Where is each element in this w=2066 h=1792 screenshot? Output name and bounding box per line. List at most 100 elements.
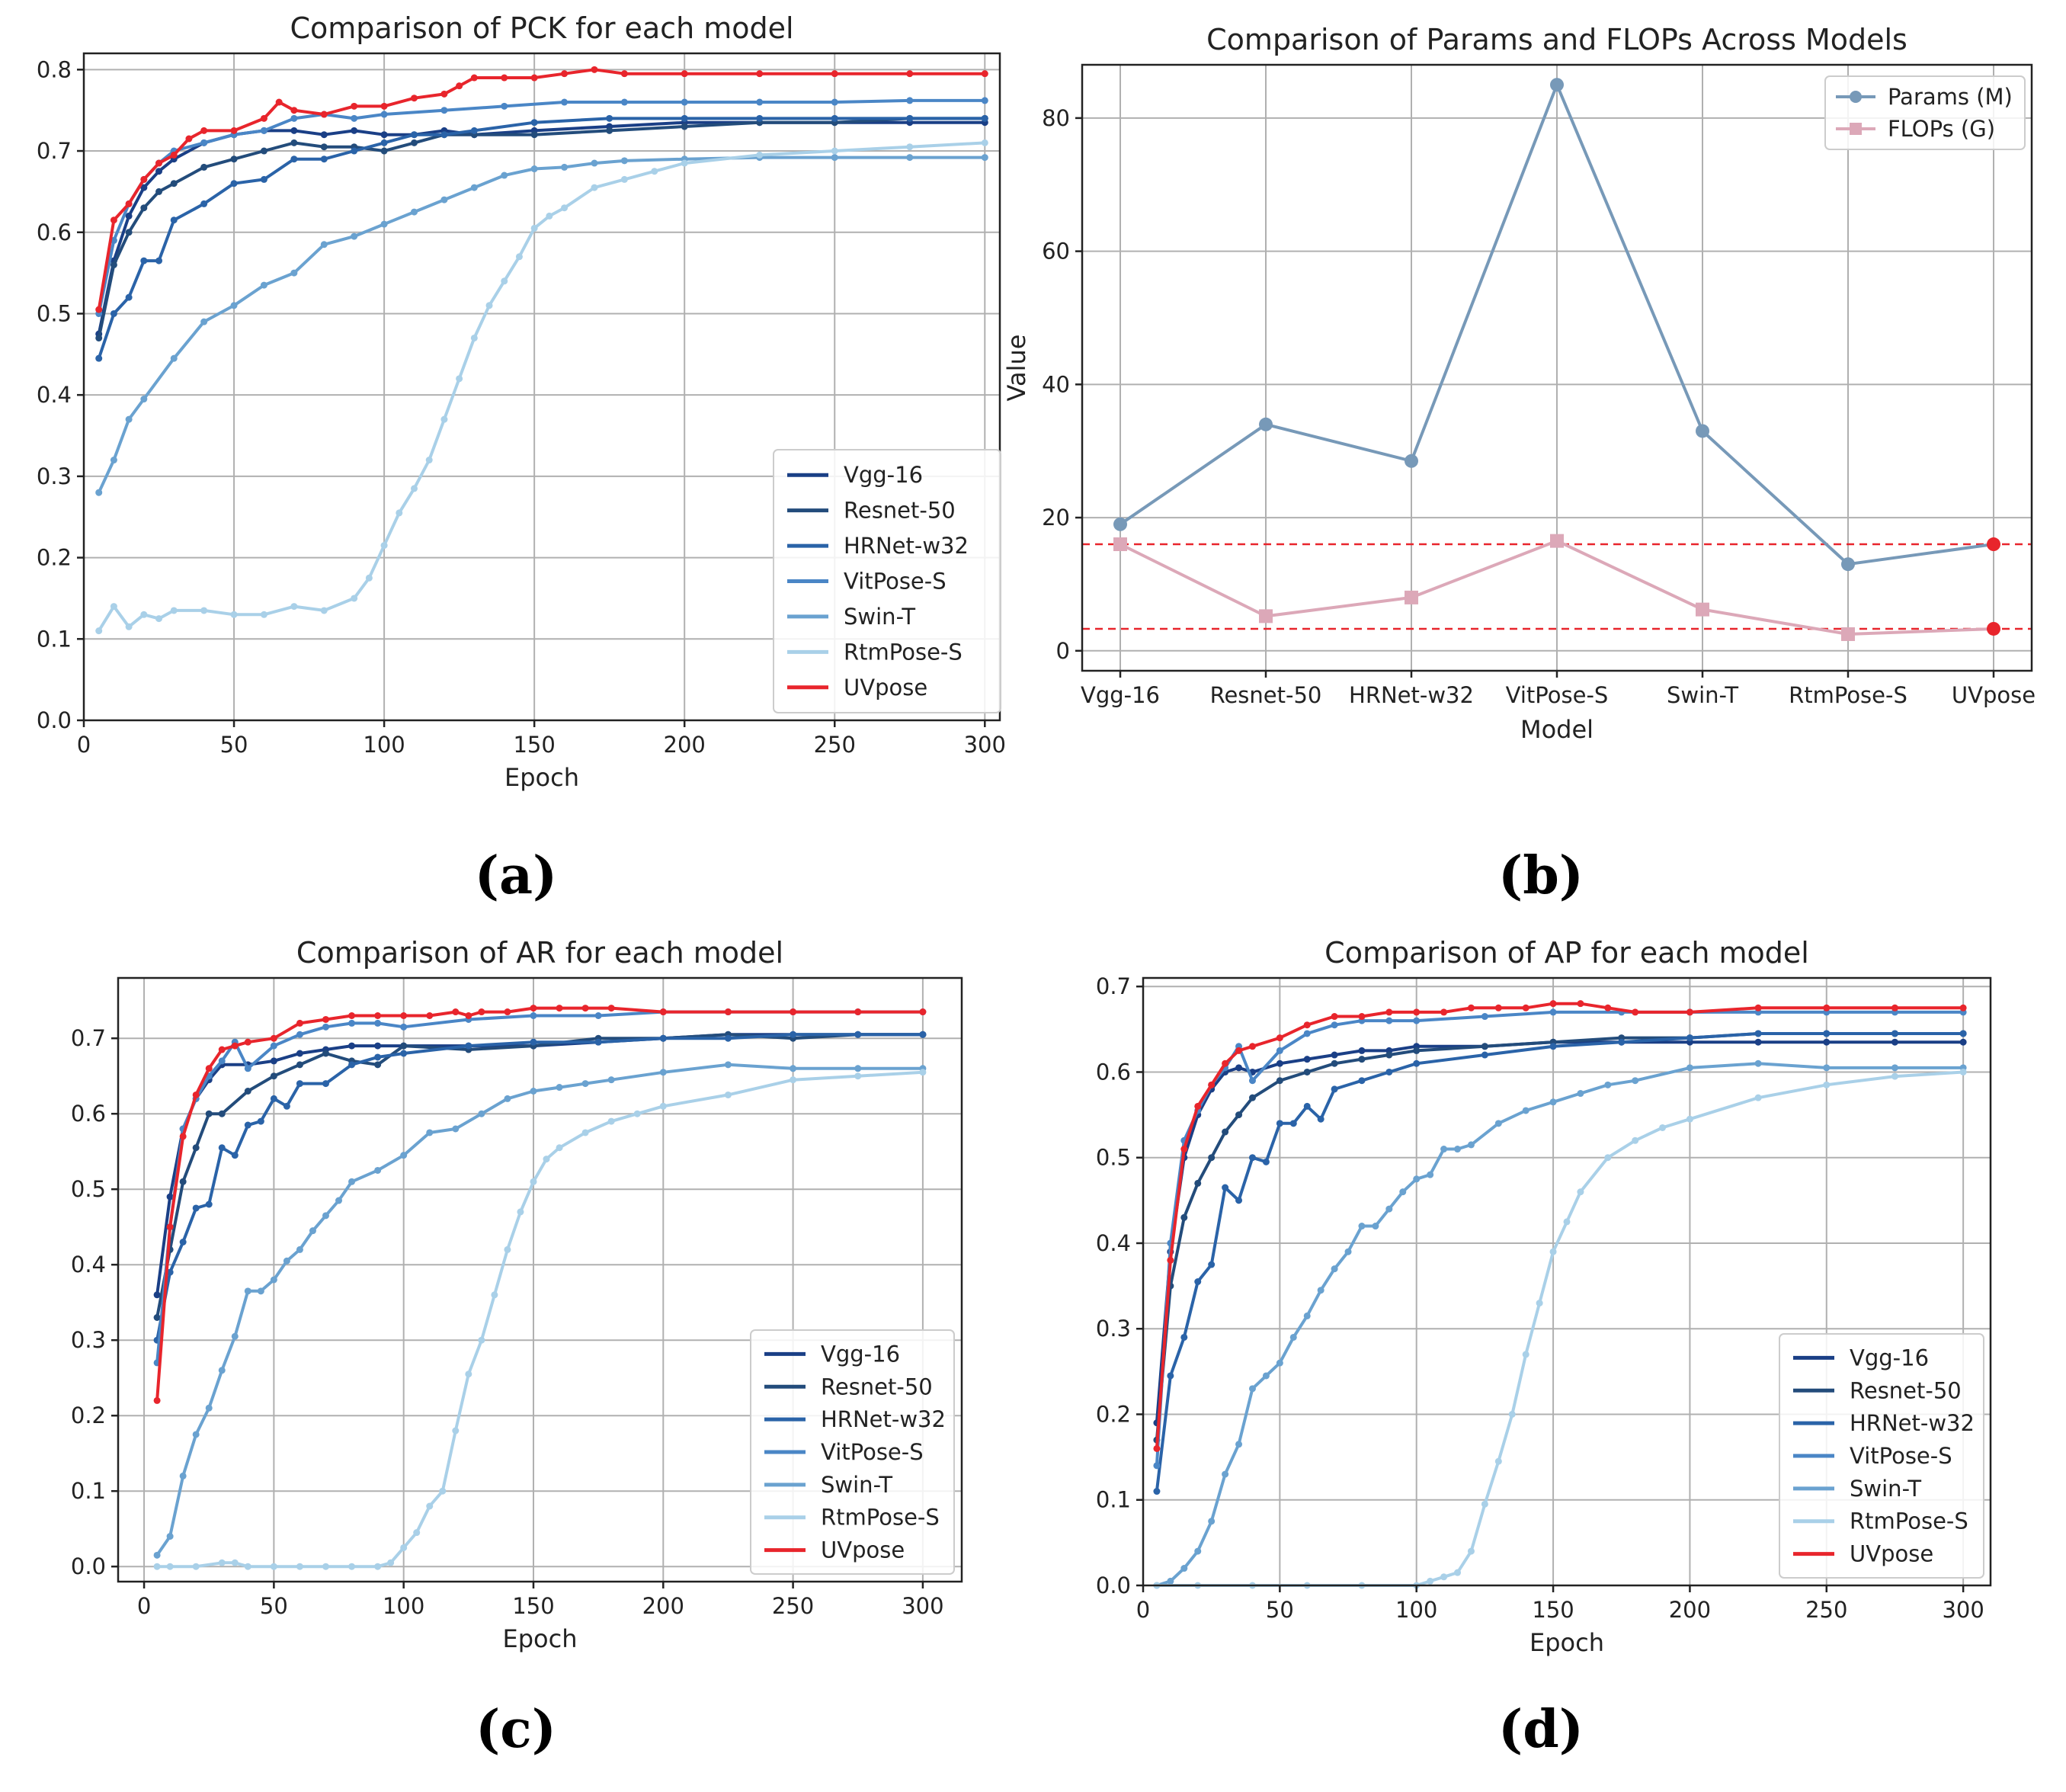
x-tick-label: 150 (513, 732, 555, 758)
data-point-hrnet-w32 (906, 114, 914, 122)
data-point-vgg-16 (140, 184, 148, 191)
data-point-rtmpose-s (192, 1563, 200, 1570)
data-point-uvpose (530, 74, 538, 82)
data-point-swin-t (257, 1287, 264, 1295)
data-point-swin-t (1577, 1090, 1584, 1098)
data-point-hrnet-w32 (320, 155, 328, 163)
data-point-rtmpose-s (491, 1291, 498, 1299)
legend: Vgg-16 Resnet-50 HRNet-w32 VitPose-S Swin-T R… (773, 449, 1001, 713)
data-point-rtmpose-s (140, 611, 148, 618)
data-point-vgg-16 (1823, 1038, 1831, 1046)
data-point-vgg-16 (380, 131, 388, 139)
data-point-hrnet-w32 (756, 114, 764, 122)
data-point-hrnet-w32 (296, 1080, 303, 1088)
data-point-rtmpose-s (501, 277, 508, 285)
data-point-swin-t (411, 208, 418, 216)
x-tick-label: 150 (1532, 1597, 1574, 1623)
data-point-swin-t (1248, 1385, 1256, 1393)
legend-label: Swin-T (1850, 1476, 1921, 1502)
data-point-uvpose (1248, 1043, 1256, 1050)
legend-label: Resnet-50 (1850, 1377, 1962, 1403)
data-point-hrnet-w32 (606, 114, 613, 122)
data-point-rtmpose-s (95, 627, 103, 635)
data-point-rtmpose-s (543, 1156, 550, 1163)
data-point-uvpose (1686, 1008, 1693, 1016)
data-point-rtmpose-s (504, 1245, 511, 1253)
data-point-vitpose-s (981, 97, 988, 104)
data-point-resnet-50 (270, 1072, 277, 1080)
data-point-swin-t (110, 457, 117, 464)
data-point-uvpose (1235, 1047, 1243, 1054)
data-point-uvpose (205, 1065, 213, 1072)
data-point-vitpose-s (681, 98, 688, 106)
data-point-hrnet-w32 (380, 139, 388, 146)
data-point-uvpose (790, 1008, 797, 1016)
x-tick-label: 200 (642, 1593, 684, 1619)
data-point-uvpose (125, 200, 133, 207)
data-point-rtmpose-s (465, 1370, 472, 1378)
series-line-vgg-16 (97, 120, 985, 335)
x-tick-label: Swin-T (1667, 682, 1738, 708)
data-point-uvpose (1891, 1004, 1898, 1011)
legend-label: Vgg-16 (1850, 1345, 1929, 1370)
data-point-vitpose-s (530, 1012, 537, 1019)
data-point-rtmpose-s (1823, 1081, 1831, 1088)
data-point-swin-t (1522, 1107, 1529, 1114)
legend-label: VitPose-S (1850, 1443, 1952, 1469)
data-point-vitpose-s (756, 98, 764, 106)
data-point-hrnet-w32 (854, 1031, 862, 1038)
y-tick-label: 0.7 (71, 1025, 106, 1051)
y-tick-label: 0.1 (71, 1478, 106, 1504)
x-tick-label: 50 (260, 1593, 288, 1619)
data-point-swin-t (831, 154, 838, 162)
plot-frame (117, 976, 963, 1583)
data-point-swin-t (1632, 1077, 1639, 1085)
legend-marker (1850, 123, 1862, 135)
y-tick-label: 0.1 (37, 626, 72, 652)
data-point-resnet-50 (140, 204, 148, 212)
data-point-resnet-50 (1208, 1154, 1216, 1162)
data-point-rtmpose-s (906, 143, 914, 151)
data-point-swin-t (530, 165, 538, 173)
data-point-hrnet-w32 (1331, 1085, 1338, 1093)
data-point-swin-t (1344, 1248, 1352, 1255)
legend-item-rtmpose-s: RtmPose-S (787, 639, 963, 665)
data-point-params (1841, 557, 1855, 572)
data-point-swin-t (153, 1551, 161, 1559)
data-point-vitpose-s (200, 139, 208, 146)
data-point-uvpose (620, 70, 628, 78)
data-point-vgg-16 (1959, 1038, 1967, 1046)
x-tick-label: 0 (77, 732, 91, 758)
data-point-rtmpose-s (155, 615, 163, 623)
chart-d-ap: 0 50 100 150 200 250 300 0.0 0.1 0.2 0.3 0.4 0.5 0.6 0… (1096, 936, 1992, 1657)
data-point-swin-t (556, 1084, 563, 1092)
data-point-flops (1696, 602, 1709, 617)
data-point-hrnet-w32 (205, 1201, 213, 1208)
data-point-swin-t (1276, 1359, 1283, 1367)
data-point-uvpose (1467, 1004, 1475, 1011)
legend-label: FLOPs (G) (1888, 116, 1995, 142)
data-point-flops (1841, 627, 1855, 641)
data-point-hrnet-w32 (290, 155, 298, 163)
data-point-hrnet-w32 (110, 309, 117, 317)
data-point-swin-t (1289, 1333, 1297, 1341)
data-point-rtmpose-s (1427, 1577, 1434, 1585)
y-tick-label: 0.5 (37, 300, 72, 326)
x-tick-label: 100 (1395, 1597, 1437, 1623)
data-point-resnet-50 (290, 139, 298, 146)
panel-label-a: (a) (475, 845, 557, 906)
data-point-hrnet-w32 (200, 200, 208, 207)
data-point-rtmpose-s (1604, 1154, 1612, 1162)
data-point-swin-t (290, 269, 298, 277)
data-point-uvpose (478, 1008, 485, 1016)
data-point-rtmpose-s (396, 509, 403, 517)
data-point-hrnet-w32 (465, 1042, 472, 1050)
data-point-rtmpose-s (374, 1563, 382, 1570)
data-point-uvpose (724, 1008, 732, 1016)
data-point-swin-t (322, 1212, 329, 1220)
data-point-hrnet-w32 (270, 1095, 277, 1102)
data-point-vitpose-s (1481, 1013, 1488, 1021)
legend-box (1779, 1333, 1984, 1579)
data-point-vitpose-s (400, 1023, 408, 1031)
legend-item-uvpose: UVpose (787, 675, 927, 700)
